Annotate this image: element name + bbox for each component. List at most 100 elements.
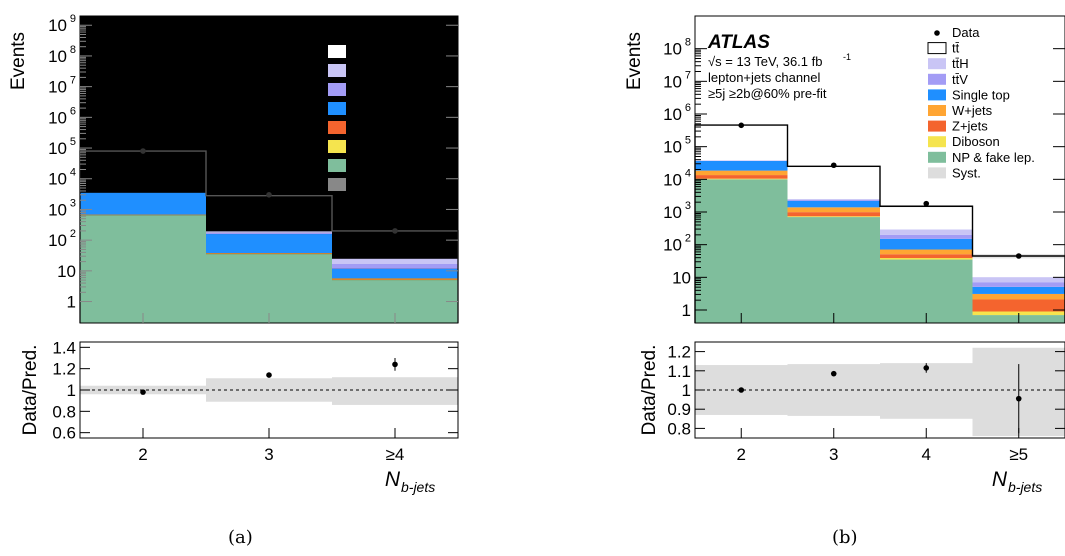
panel-a-legend-swatch-5: [328, 140, 346, 153]
panel-a-xlabel-sub: b-jets: [401, 479, 435, 495]
panel-b-ytick-label-7: 10: [663, 72, 682, 91]
panel-a-ratio-ylabel: Data/Pred.: [20, 345, 41, 436]
panel-a-bar-series-6-1: [206, 231, 332, 233]
panel-a-ratio-band-2: [332, 377, 458, 405]
panel-a-ytick-exp-2: 2: [70, 228, 76, 240]
panel-b-legend-swatch-4: [928, 89, 946, 101]
panel-a-ratio-tick-label-4: 1.4: [52, 338, 76, 357]
panel-b-legend-swatch-7: [928, 136, 946, 148]
panel-b-legend-swatch-ttbar: [927, 42, 947, 55]
panel-a-legend-swatch-3: [328, 102, 346, 115]
panel-b-bar-np-fake-lep--0: [695, 179, 788, 323]
panel-b-bar-tt-v-1: [787, 199, 880, 201]
panel-b-ytick-exp-7: 7: [685, 69, 691, 81]
panel-b-bar-tt-h-3: [972, 277, 1065, 283]
panel-b-ytick-label-0: 1: [682, 301, 691, 320]
panel-a-ytick-label-1: 10: [57, 262, 76, 281]
panel-b-bar-np-fake-lep--1: [787, 217, 880, 323]
panel-b-bar-z-jets-0: [695, 175, 788, 179]
panel-a-xtick-label-0: 2: [138, 445, 147, 464]
panel-a-data-point-1: [266, 191, 272, 198]
panel-a-bar-series-3-1: [206, 253, 332, 254]
panel-a-legend-swatch-0: [328, 45, 346, 58]
panel-a-ytick-label-3: 10: [48, 200, 67, 219]
panel-b-legend-swatch-6: [928, 120, 946, 132]
panel-b-ratio-point-2: [923, 365, 930, 371]
panel-b-legend-label-7: Diboson: [952, 134, 1000, 149]
panel-b-legend-swatch-8: [928, 151, 946, 163]
panel-a-ratio-tick-label-2: 1: [67, 381, 76, 400]
panel-a-ytick-label-8: 10: [48, 47, 67, 66]
panel-a-data-point-0: [140, 148, 146, 154]
panel-b-ytick-exp-3: 3: [685, 200, 691, 212]
panel-b-bar-w-jets-2: [880, 249, 973, 255]
panel-a-ytick-exp-3: 3: [70, 197, 76, 209]
panel-a-ratio-tick-label-0: 0.6: [52, 424, 76, 443]
panel-a-ytick-label-7: 10: [48, 78, 67, 97]
panel-b-legend-label-8: NP & fake lep.: [952, 150, 1035, 165]
panel-b-legend-swatch-2: [928, 58, 946, 70]
panel-b-bar-tt-v-2: [880, 234, 973, 239]
panel-a-legend-swatch-6: [328, 159, 346, 172]
panel-b-ratio-tick-label-1: 0.9: [667, 400, 691, 419]
panel-a-bar-series-4-0: [80, 192, 206, 215]
panel-b-legend-label-9: Syst.: [952, 165, 981, 180]
panel-b-xtick-label-1: 3: [829, 445, 838, 464]
panel-b-ratio-point-1: [830, 370, 837, 377]
panel-b-legend-label-5: W+jets: [952, 103, 993, 118]
panel-b-ytick-label-3: 10: [663, 203, 682, 222]
panel-a-bar-series-6-2: [332, 258, 458, 265]
panel-b-ytick-exp-8: 8: [685, 37, 691, 49]
panel-a-ytick-label-6: 10: [48, 108, 67, 127]
panel-a-ytick-exp-4: 4: [70, 167, 76, 179]
panel-a-bar-series-4-2: [332, 268, 458, 279]
panel-a-ratio-point-0: [140, 389, 146, 395]
panel-b-ytick-label-4: 10: [663, 170, 682, 189]
panel-b-bar-diboson-1: [787, 216, 880, 218]
panel-b-ratio-point-0: [738, 387, 745, 393]
panel-b-data-point-2: [923, 200, 930, 207]
panel-b-ytick-label-1: 10: [672, 268, 691, 287]
panel-b-bar-z-jets-1: [787, 212, 880, 217]
panel-b-ytick-label-2: 10: [663, 236, 682, 255]
panel-b-bar-single-top-0: [695, 160, 788, 171]
panel-b-atlas-label: ATLAS: [707, 32, 770, 53]
panel-b-ytick-label-5: 10: [663, 138, 682, 157]
panel-a-ylabel: Events: [8, 32, 29, 90]
panel-b-bar-z-jets-2: [880, 254, 973, 259]
panel-b-bar-np-fake-lep--2: [880, 259, 973, 323]
panel-b-data-point-0: [738, 122, 745, 129]
panel-a-bar-series-0-0: [80, 215, 206, 323]
panel-a-ytick-label-5: 10: [48, 139, 67, 158]
panel-b-ytick-exp-5: 5: [685, 135, 691, 147]
panel-b-ytick-exp-2: 2: [685, 233, 691, 245]
panel-b-ratio-tick-label-2: 1: [682, 381, 691, 400]
panel-b-xlabel-sub: b-jets: [1008, 479, 1042, 495]
panel-a-xtick-label-2: ≥4: [386, 445, 405, 464]
panel-b-ytick-label-8: 10: [663, 40, 682, 59]
panel-b-xtick-label-3: ≥5: [1009, 445, 1028, 464]
panel-a-ytick-label-4: 10: [48, 170, 67, 189]
panel-a-xlabel: N: [385, 468, 401, 491]
panel-b-bar-diboson-0: [695, 178, 788, 180]
panel-b-ratio-point-3: [1015, 395, 1022, 402]
panel-b-ytick-exp-6: 6: [685, 102, 691, 114]
panel-b-ytick-label-6: 10: [663, 105, 682, 124]
panel-a-bar-series-0-1: [206, 254, 332, 323]
panel-b-xtick-label-0: 2: [737, 445, 746, 464]
panel-a-legend-swatch-1: [328, 64, 346, 77]
caption-b: (b): [832, 527, 858, 548]
panel-b-legend-label-0: Data: [952, 25, 980, 40]
panel-a-legend-swatch-2: [328, 83, 346, 96]
panel-a-ratio-point-2: [392, 361, 398, 368]
panel-b-ratio-tick-label-3: 1.1: [667, 362, 691, 381]
panel-b-legend-label-6: Z+jets: [952, 119, 988, 134]
panel-a-ratio-tick-label-1: 0.8: [52, 402, 76, 421]
panel-b-ytick-exp-4: 4: [685, 167, 691, 179]
panel-b-ratio-tick-label-4: 1.2: [667, 343, 691, 362]
panel-a-bar-series-5-2: [332, 264, 458, 269]
panel-b-legend-label-1: tt̄: [952, 41, 960, 56]
panel-b-legend-label-3: tt̄V: [952, 72, 968, 87]
panel-b-legend-swatch-3: [928, 73, 946, 85]
panel-a-ytick-exp-5: 5: [70, 136, 76, 148]
